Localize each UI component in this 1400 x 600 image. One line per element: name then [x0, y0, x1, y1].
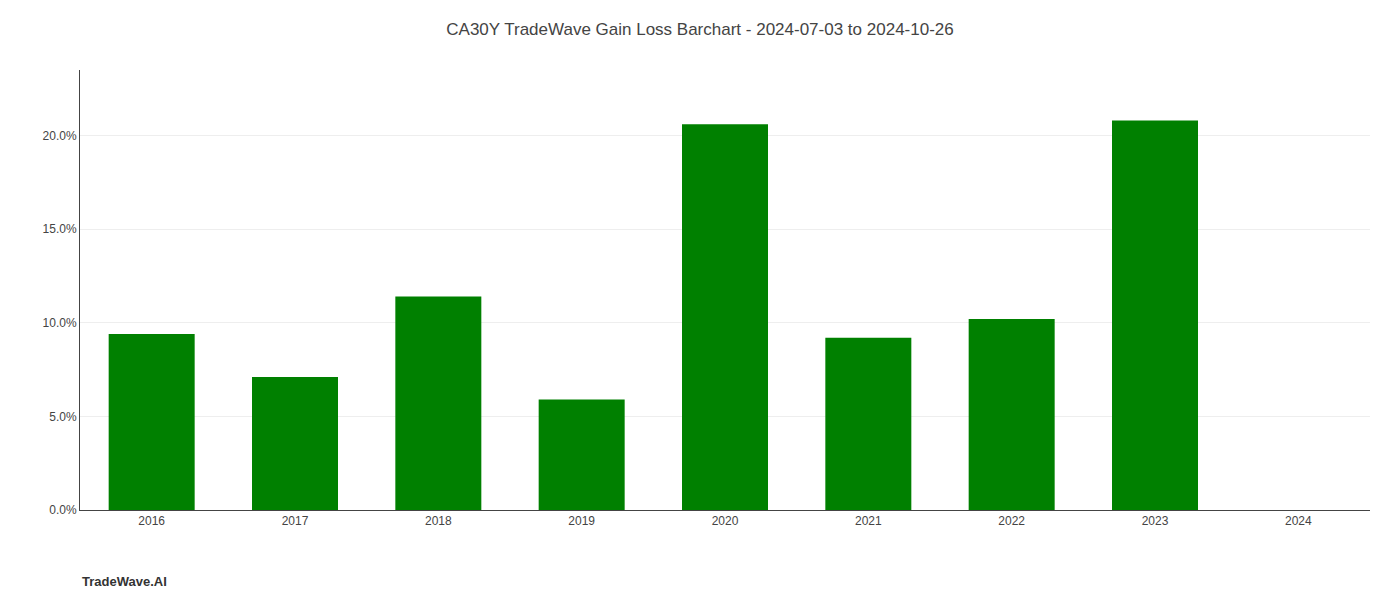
svg-text:2016: 2016	[138, 514, 165, 528]
svg-text:2023: 2023	[1142, 514, 1169, 528]
svg-text:5.0%: 5.0%	[49, 410, 77, 424]
svg-text:10.0%: 10.0%	[43, 316, 77, 330]
svg-text:TradeWave.AI: TradeWave.AI	[82, 574, 167, 589]
svg-text:2024: 2024	[1285, 514, 1312, 528]
svg-text:0.0%: 0.0%	[49, 503, 77, 517]
svg-text:2020: 2020	[712, 514, 739, 528]
svg-text:2021: 2021	[855, 514, 882, 528]
svg-text:2017: 2017	[282, 514, 309, 528]
svg-text:2022: 2022	[998, 514, 1025, 528]
svg-text:15.0%: 15.0%	[43, 222, 77, 236]
svg-text:2018: 2018	[425, 514, 452, 528]
svg-text:2019: 2019	[568, 514, 595, 528]
svg-text:CA30Y TradeWave Gain Loss Barc: CA30Y TradeWave Gain Loss Barchart - 202…	[446, 20, 953, 39]
svg-text:20.0%: 20.0%	[43, 129, 77, 143]
